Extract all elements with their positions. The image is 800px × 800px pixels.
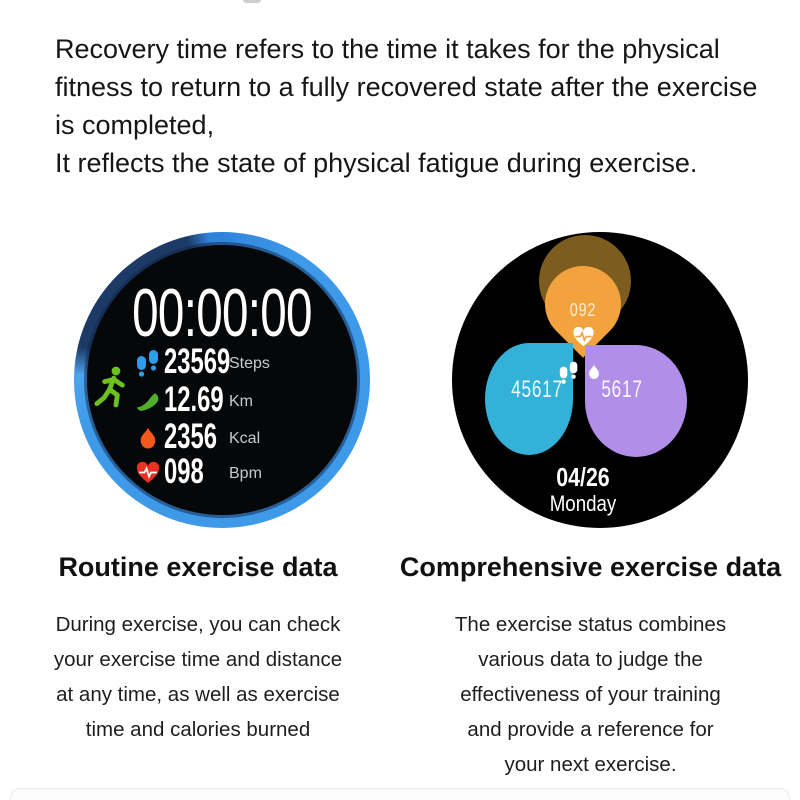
watch-weekday: Monday (549, 491, 617, 516)
routine-data-title: Routine exercise data (58, 552, 338, 582)
bottom-card-edge (10, 788, 790, 800)
flame-icon (140, 426, 156, 449)
heart-rate-unit: Bpm (229, 465, 262, 482)
watch-routine-data: 00:00:00 23569 Steps (74, 232, 370, 528)
calories-unit: Kcal (229, 430, 261, 447)
watch-comprehensive-data: 092 45617 5617 04/26 Monday (452, 232, 748, 528)
heart-rate-value: 098 (164, 452, 204, 491)
footprints-icon (559, 361, 578, 384)
description-line: The exercise status combines (454, 613, 727, 636)
heart-rate-value: 092 (569, 300, 597, 320)
calories-value: 2356 (164, 417, 217, 456)
description-line: and provide a reference for (467, 718, 714, 741)
stat-row-heart-rate: 098 Bpm (87, 452, 357, 491)
steps-value: 23569 (164, 342, 231, 381)
comprehensive-data-description: The exercise status combines various dat… (398, 607, 783, 782)
description-line: various data to judge the (478, 648, 703, 671)
intro-line: It reflects the state of physical fatigu… (55, 148, 698, 178)
stat-row-calories: 2356 Kcal (87, 417, 357, 456)
heart-pulse-icon (573, 327, 594, 347)
distance-unit: Km (229, 393, 253, 410)
intro-line: Recovery time refers to the time it take… (55, 34, 720, 64)
steps-unit: Steps (229, 355, 270, 372)
description-line: your next exercise. (504, 753, 677, 776)
flame-icon (589, 363, 599, 380)
shoe-icon (137, 393, 159, 411)
cropped-top-artifact (243, 0, 261, 3)
stat-row-steps: 23569 Steps (87, 342, 357, 381)
exercise-timer: 00:00:00 (132, 275, 312, 351)
description-line: During exercise, you can check (55, 613, 341, 636)
distance-value: 12.69 (164, 380, 224, 419)
petal-calories (585, 345, 687, 457)
intro-paragraph: Recovery time refers to the time it take… (55, 30, 758, 182)
description-line: your exercise time and distance (53, 648, 343, 671)
description-line: effectiveness of your training (460, 683, 721, 706)
petal-steps (485, 343, 573, 455)
calories-value: 5617 (601, 376, 643, 403)
description-line: at any time, as well as exercise (56, 683, 340, 706)
watch-date: 04/26 (556, 462, 610, 492)
intro-line: fitness to return to a fully recovered s… (55, 72, 758, 102)
footprints-icon (137, 350, 158, 377)
heart-pulse-icon (136, 461, 160, 483)
intro-line: is completed, (55, 110, 215, 140)
routine-data-description: During exercise, you can check your exer… (8, 607, 388, 747)
comprehensive-data-title: Comprehensive exercise data (399, 552, 782, 582)
runner-icon (94, 366, 125, 408)
stat-row-distance: 12.69 Km (87, 380, 357, 419)
description-line: time and calories burned (85, 718, 311, 741)
steps-value: 45617 (511, 376, 563, 403)
watch-left-screen: 00:00:00 23569 Steps (87, 245, 357, 515)
